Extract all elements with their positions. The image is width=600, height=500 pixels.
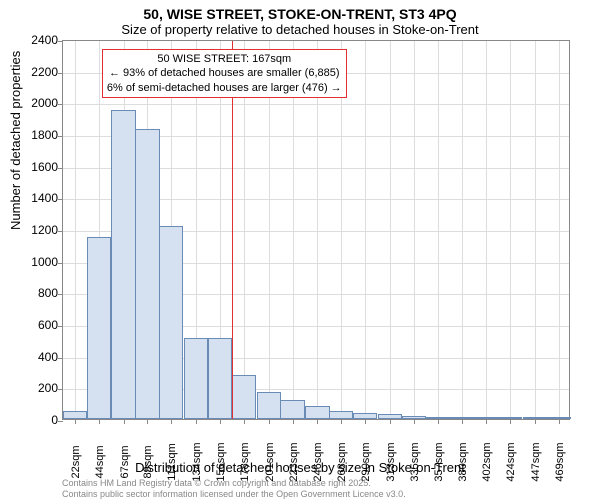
annotation-box: 50 WISE STREET: 167sqm← 93% of detached …: [102, 49, 347, 98]
histogram-bar: [329, 411, 353, 419]
y-tick-label: 1000: [18, 255, 58, 269]
histogram-bar: [498, 417, 522, 419]
x-tick-label: 44sqm: [94, 445, 106, 478]
histogram-bar: [257, 392, 281, 419]
histogram-chart: 50, WISE STREET, STOKE-ON-TRENT, ST3 4PQ…: [0, 0, 600, 500]
histogram-bar: [305, 406, 329, 419]
y-tick-label: 1800: [18, 128, 58, 142]
footer-line-1: Contains HM Land Registry data © Crown c…: [62, 478, 406, 489]
y-tick-label: 200: [18, 381, 58, 395]
y-tick-label: 1400: [18, 191, 58, 205]
y-tick-label: 2000: [18, 96, 58, 110]
histogram-bar: [353, 413, 377, 419]
x-tick-label: 424sqm: [505, 442, 517, 481]
histogram-bar: [402, 416, 426, 419]
histogram-bar: [135, 129, 159, 419]
histogram-bar: [184, 338, 208, 419]
y-tick-label: 1200: [18, 223, 58, 237]
footer-note: Contains HM Land Registry data © Crown c…: [62, 478, 406, 500]
histogram-bar: [523, 417, 547, 419]
x-tick-label: 246sqm: [312, 442, 324, 481]
y-tick-label: 2400: [18, 33, 58, 47]
histogram-bar: [232, 375, 256, 419]
x-tick-label: 290sqm: [360, 442, 372, 481]
y-tick-label: 1600: [18, 160, 58, 174]
x-tick-label: 447sqm: [530, 442, 542, 481]
plot-area: 50 WISE STREET: 167sqm← 93% of detached …: [62, 40, 570, 420]
histogram-bar: [63, 411, 87, 419]
x-tick-label: 357sqm: [433, 442, 445, 481]
histogram-bar: [474, 417, 498, 419]
y-tick-label: 0: [18, 413, 58, 427]
annotation-line-1: 50 WISE STREET: 167sqm: [107, 52, 342, 66]
histogram-bar: [425, 417, 449, 419]
x-tick-label: 134sqm: [191, 442, 203, 481]
x-tick-label: 313sqm: [385, 442, 397, 481]
histogram-bar: [378, 414, 402, 419]
x-tick-label: 335sqm: [409, 442, 421, 481]
x-tick-label: 89sqm: [142, 445, 154, 478]
x-tick-label: 156sqm: [215, 442, 227, 481]
histogram-bar: [208, 338, 232, 419]
x-tick-label: 178sqm: [239, 442, 251, 481]
x-tick-label: 111sqm: [166, 443, 178, 481]
x-tick-label: 201sqm: [264, 442, 276, 481]
x-tick-label: 469sqm: [554, 442, 566, 481]
histogram-bar: [280, 400, 304, 419]
x-tick-label: 67sqm: [119, 445, 131, 478]
x-tick-label: 22sqm: [70, 445, 82, 478]
x-tick-label: 402sqm: [481, 442, 493, 481]
histogram-bar: [159, 226, 183, 419]
y-tick-label: 800: [18, 286, 58, 300]
footer-line-2: Contains public sector information licen…: [62, 489, 406, 500]
chart-title: 50, WISE STREET, STOKE-ON-TRENT, ST3 4PQ: [0, 0, 600, 22]
y-tick-label: 600: [18, 318, 58, 332]
chart-subtitle: Size of property relative to detached ho…: [0, 22, 600, 41]
y-tick-label: 2200: [18, 65, 58, 79]
annotation-line-2: ← 93% of detached houses are smaller (6,…: [107, 66, 342, 80]
y-tick-label: 400: [18, 350, 58, 364]
histogram-bar: [450, 417, 474, 419]
histogram-bar: [547, 417, 571, 419]
x-tick-label: 268sqm: [336, 442, 348, 481]
annotation-line-3: 6% of semi-detached houses are larger (4…: [107, 81, 342, 95]
histogram-bar: [111, 110, 135, 419]
x-tick-label: 380sqm: [457, 442, 469, 481]
histogram-bar: [87, 237, 111, 419]
x-tick-label: 223sqm: [288, 442, 300, 481]
